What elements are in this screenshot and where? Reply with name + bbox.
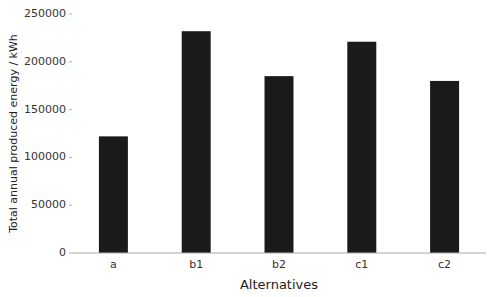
y-tick-label: 200000	[24, 55, 66, 68]
y-tick-label: 50000	[31, 198, 66, 211]
x-tick-label: b2	[272, 258, 286, 271]
y-tick-label: 150000	[24, 103, 66, 116]
x-tick-label: c2	[438, 258, 451, 271]
x-axis-line	[72, 253, 486, 254]
y-tick	[69, 157, 72, 158]
bar	[99, 136, 128, 253]
y-tick	[69, 109, 72, 110]
y-tick-label: 100000	[24, 150, 66, 163]
y-tick-label: 250000	[24, 7, 66, 20]
bar	[265, 76, 294, 253]
bars	[99, 31, 459, 253]
x-tick-label: c1	[355, 258, 368, 271]
bar	[430, 81, 459, 253]
chart: 0 50000 100000 150000 200000 250000 a b1 b2 c1 c2 A…	[0, 0, 500, 297]
bar	[347, 42, 376, 253]
y-tick	[69, 205, 72, 206]
bar	[182, 31, 211, 253]
y-tick	[69, 61, 72, 62]
y-tick	[69, 253, 72, 254]
y-tick-label: 0	[59, 246, 66, 259]
x-tick-label: a	[110, 258, 117, 271]
x-axis-label: Alternatives	[240, 277, 318, 292]
y-tick	[69, 14, 72, 15]
y-axis-label: Total annual produced energy / kWh	[7, 34, 20, 234]
chart-container: 0 50000 100000 150000 200000 250000 a b1 b2 c1 c2 A…	[0, 0, 500, 297]
x-tick-label: b1	[189, 258, 203, 271]
